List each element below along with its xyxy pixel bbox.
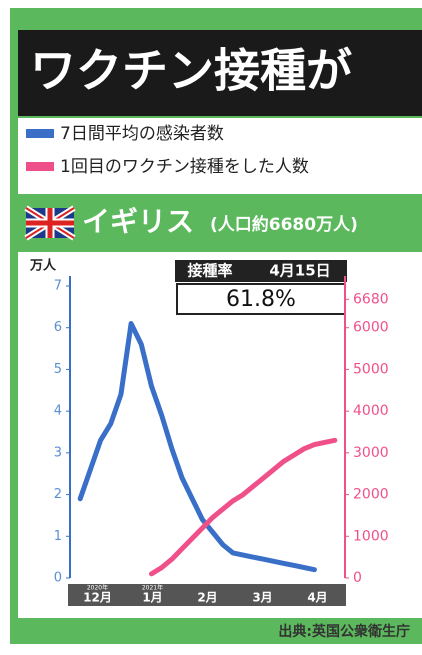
y-tick-label: 1 (54, 529, 62, 544)
y2-tick-label: 4000 (353, 403, 389, 419)
region-note: (人口約6680万人) (210, 214, 358, 235)
y2-tick-label: 3000 (353, 445, 389, 461)
rate-date: 4月15日 (269, 262, 330, 280)
series-line (148, 437, 338, 577)
y2-tick-label: 0 (353, 570, 362, 586)
legend-label: 1回目のワクチン接種をした人数 (60, 157, 309, 177)
series-line (77, 321, 317, 573)
rate-label: 接種率 (187, 262, 232, 280)
y2-tick-label: 2000 (353, 487, 389, 503)
y-tick-label: 5 (54, 362, 62, 377)
year-label: 2021年 (142, 584, 163, 592)
y-tick-label: 6 (54, 320, 62, 335)
legend-box (18, 118, 422, 194)
x-axis-band (68, 584, 346, 606)
year-label: 2020年 (87, 584, 108, 592)
title-box (18, 30, 422, 116)
y2-tick-label: 6680 (353, 291, 389, 307)
legend-swatch (26, 162, 54, 171)
x-tick-label: 1月 (142, 591, 162, 605)
y-tick-label: 2 (54, 487, 62, 502)
region: イギリス (82, 205, 194, 238)
y-tick-label: 4 (54, 404, 62, 419)
legend-label: 7日間平均の感染者数 (60, 124, 224, 144)
flag-cross (26, 208, 74, 238)
y-tick-label: 7 (54, 279, 62, 294)
y-tick-label: 0 (54, 571, 62, 586)
title: ワクチン接種が (30, 44, 352, 98)
x-tick-label: 12月 (83, 591, 112, 605)
y2-tick-label: 6000 (353, 320, 389, 336)
rate-header (175, 260, 347, 282)
x-tick-label: 3月 (252, 591, 272, 605)
y2-tick-label: 5000 (353, 361, 389, 377)
rate-value: 61.8% (226, 287, 296, 312)
y-tick-label: 3 (54, 445, 62, 460)
legend-swatch (26, 129, 54, 138)
y2-tick-label: 1000 (353, 528, 389, 544)
x-tick-label: 4月 (307, 591, 327, 605)
source: 出典:英国公衆衛生庁 (278, 623, 410, 640)
x-tick-label: 2月 (197, 591, 217, 605)
y-unit: 万人 (29, 258, 57, 274)
